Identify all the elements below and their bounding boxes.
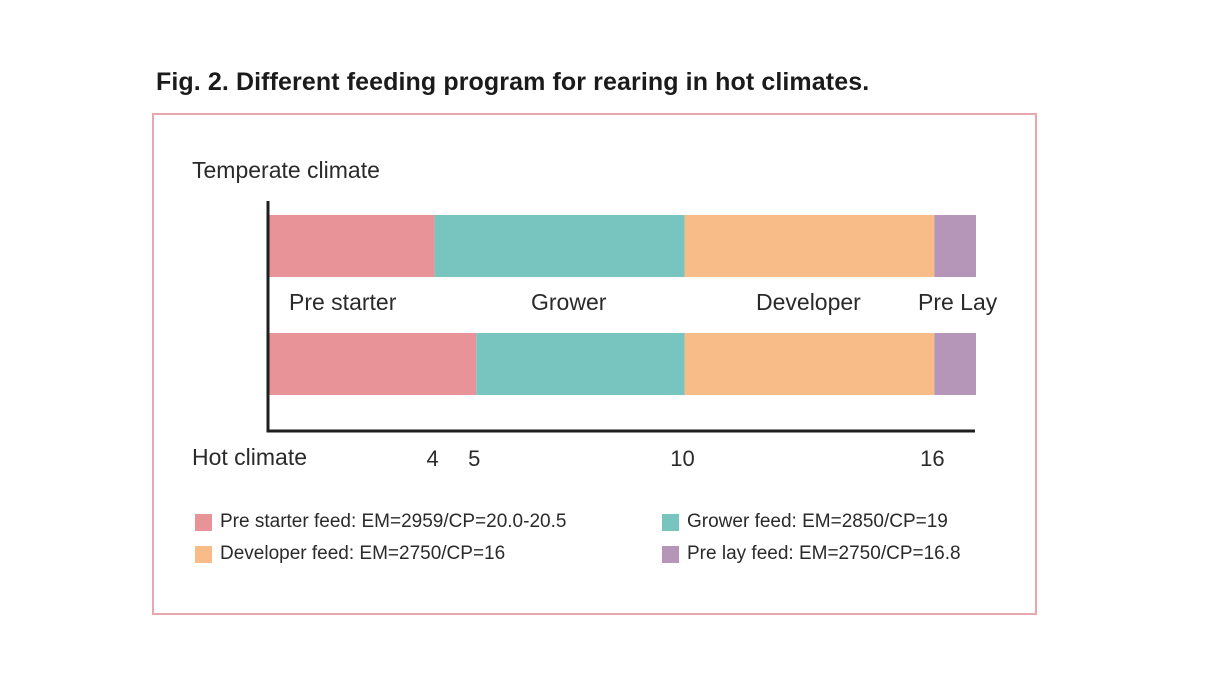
bar-segment-temperate-pre-lay [934, 215, 976, 277]
row-label-hot: Hot climate [192, 444, 307, 470]
legend-item-grower: Grower feed: EM=2850/CP=19 [662, 511, 948, 533]
phase-label-pre-lay: Pre Lay [918, 289, 998, 315]
legend-label-grower: Grower feed: EM=2850/CP=19 [687, 511, 948, 532]
legend-label-pre-starter: Pre starter feed: EM=2959/CP=20.0-20.5 [220, 511, 567, 532]
figure-frame [152, 113, 1037, 615]
x-tick-label-16: 16 [920, 446, 944, 471]
legend-label-developer: Developer feed: EM=2750/CP=16 [220, 543, 506, 564]
legend-swatch-developer [195, 545, 212, 563]
row-label-temperate: Temperate climate [192, 157, 380, 183]
x-tick-label-5: 5 [468, 446, 480, 471]
legend-item-pre-lay: Pre lay feed: EM=2750/CP=16.8 [662, 543, 961, 565]
legend-label-pre-lay: Pre lay feed: EM=2750/CP=16.8 [687, 543, 961, 564]
legend-item-pre-starter: Pre starter feed: EM=2959/CP=20.0-20.5 [195, 511, 566, 533]
x-tick-label-10: 10 [670, 446, 694, 471]
bar-segment-temperate-grower [434, 215, 685, 277]
legend-item-developer: Developer feed: EM=2750/CP=16 [195, 543, 505, 565]
legend-swatch-grower [662, 513, 679, 531]
legend-swatch-pre-starter [195, 513, 212, 531]
bar-segment-hot-grower [476, 333, 685, 395]
bar-segment-hot-pre-lay [934, 333, 976, 395]
phase-labels: Pre starter Grower Developer Pre Lay [289, 289, 998, 315]
bar-segment-temperate-pre-starter [268, 215, 435, 277]
phase-label-grower: Grower [531, 289, 607, 315]
x-tick-labels: 4 5 10 16 [426, 446, 944, 471]
bar-segment-hot-developer [684, 333, 935, 395]
bar-segment-temperate-developer [684, 215, 935, 277]
phase-label-pre-starter: Pre starter [289, 289, 397, 315]
phase-label-developer: Developer [756, 289, 861, 315]
legend-swatch-pre-lay [662, 545, 679, 563]
x-tick-label-4: 4 [426, 446, 438, 471]
bar-segments [268, 215, 976, 395]
bar-segment-hot-pre-starter [268, 333, 477, 395]
figure-title: Fig. 2. Different feeding program for re… [156, 68, 870, 96]
